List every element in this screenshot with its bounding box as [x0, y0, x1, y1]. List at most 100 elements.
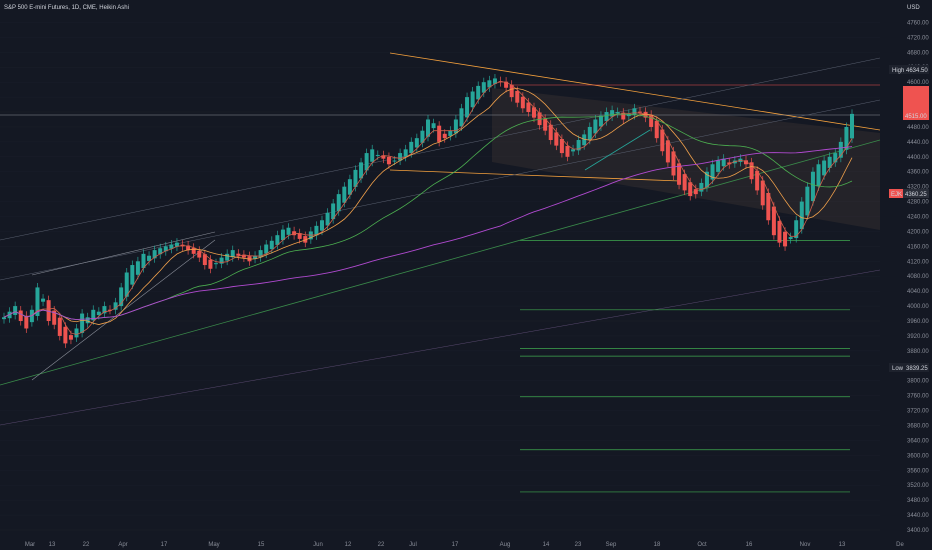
candle-body	[320, 220, 324, 231]
candle-body	[810, 171, 815, 202]
candle-body	[470, 91, 475, 108]
candle-body	[113, 302, 118, 310]
candle-body	[582, 134, 587, 146]
y-tick-label: 3400.00	[907, 528, 929, 534]
channel-lower-line	[389, 169, 681, 182]
candle-body	[214, 263, 218, 265]
candle-body	[292, 231, 297, 236]
x-tick-label: 12	[345, 542, 352, 548]
candle-body	[403, 149, 408, 157]
candle-body	[548, 124, 553, 141]
candle-body	[46, 300, 51, 322]
candle-body	[481, 82, 486, 93]
channel-upper-line	[389, 52, 881, 131]
candle-body	[844, 126, 849, 150]
x-tick-label: 13	[839, 542, 846, 548]
candle-body	[191, 247, 196, 254]
y-tick-label: 3480.00	[907, 498, 929, 504]
candle-body	[727, 162, 732, 165]
candle-body	[225, 253, 230, 261]
x-tick-label: Jun	[313, 542, 323, 548]
candle-body	[119, 287, 124, 307]
candle-body	[649, 114, 654, 127]
candle-body	[850, 113, 854, 139]
candle-body	[158, 248, 163, 255]
candle-body	[342, 186, 347, 203]
candle-body	[660, 129, 665, 152]
y-tick-label: 4160.00	[907, 244, 929, 250]
current-price-value: 4515.00	[905, 114, 927, 120]
y-tick-label: 4720.00	[907, 35, 929, 41]
x-tick-label: 22	[378, 542, 385, 548]
candle-body	[537, 112, 542, 126]
candle-body	[414, 138, 419, 148]
candle-body	[515, 90, 520, 103]
candle-body	[688, 182, 693, 196]
candle-body	[777, 220, 782, 243]
candle-body	[353, 169, 358, 187]
candle-body	[788, 237, 793, 240]
y-tick-label: 4080.00	[907, 274, 929, 280]
candle-body	[833, 153, 838, 163]
y-tick-label: 3920.00	[907, 334, 929, 340]
candle-body	[654, 120, 659, 139]
candle-body	[124, 272, 129, 297]
x-tick-label: Nov	[800, 542, 811, 548]
candle-body	[504, 81, 509, 88]
candle-body	[604, 112, 609, 122]
candle-body	[593, 119, 598, 134]
long-channel-mid	[0, 99, 881, 281]
candle-body	[838, 141, 843, 158]
candle-body	[253, 255, 258, 259]
candle-body	[13, 306, 18, 315]
long-channel-upper	[0, 57, 881, 241]
candle-body	[163, 246, 168, 252]
x-tick-label: 13	[49, 542, 56, 548]
y-tick-label: 3880.00	[907, 349, 929, 355]
candle-body	[794, 220, 799, 239]
candle-body	[755, 170, 760, 191]
candle-body	[108, 309, 112, 311]
currency-label[interactable]: USD	[907, 5, 920, 11]
candle-body	[677, 163, 682, 185]
candle-body	[152, 250, 157, 259]
candle-body	[453, 119, 458, 134]
candles	[2, 73, 854, 348]
candle-body	[643, 111, 648, 118]
y-tick-label: 4120.00	[907, 259, 929, 265]
candle-body	[799, 201, 804, 230]
candle-body	[280, 229, 285, 241]
candle-body	[57, 317, 62, 336]
chart-title: S&P 500 E-mini Futures, 1D, CME, Heikin …	[4, 5, 129, 11]
candle-body	[448, 130, 453, 136]
candle-body	[186, 245, 191, 251]
candle-body	[487, 80, 492, 88]
candle-body	[241, 254, 246, 258]
candle-body	[437, 125, 442, 142]
candle-body	[325, 212, 330, 226]
long-channel-lower	[0, 269, 881, 426]
candle-body	[665, 140, 670, 163]
candle-body	[682, 174, 687, 191]
x-tick-label: 18	[654, 542, 661, 548]
candle-body	[543, 118, 548, 131]
candle-body	[141, 253, 146, 269]
candle-body	[626, 113, 631, 117]
candle-body	[520, 96, 525, 109]
candle-body	[297, 233, 302, 239]
x-tick-label: Mar	[25, 542, 35, 548]
candle-body	[827, 156, 832, 168]
candle-body	[465, 97, 470, 118]
candle-body	[314, 225, 319, 236]
candle-body	[693, 189, 698, 195]
candle-body	[632, 108, 637, 115]
time-axis[interactable]: Mar 13 22 Apr 17 May 15 Jun 12 22 Jul 17 Aug 14 23 Sep 1…	[25, 542, 905, 548]
high-marker-value: 4634.50	[906, 68, 928, 74]
flag-label: EJK	[891, 192, 902, 198]
candle-body	[202, 254, 207, 266]
candle-body	[386, 156, 391, 165]
y-tick-label: 3760.00	[907, 394, 929, 400]
y-tick-label: 4600.00	[907, 80, 929, 86]
candle-body	[347, 179, 352, 195]
